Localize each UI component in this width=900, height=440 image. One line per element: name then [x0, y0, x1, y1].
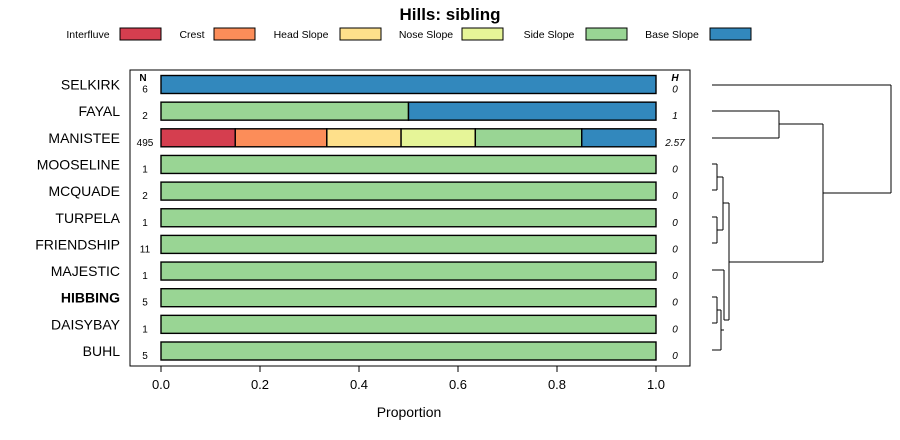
h-value: 0: [672, 351, 678, 362]
dendrogram: [712, 84, 892, 351]
bar-segment: [160, 181, 657, 201]
legend-label: Crest: [179, 29, 204, 41]
category-label: MCQUADE: [48, 183, 120, 199]
chart-title: Hills: sibling: [399, 5, 500, 24]
category-label: FAYAL: [78, 103, 120, 119]
n-value: 1: [142, 164, 148, 175]
legend-label: Interfluve: [66, 29, 109, 41]
x-tick-label: 1.0: [647, 377, 665, 392]
bar-segment: [160, 128, 236, 148]
n-value: 1: [142, 324, 148, 335]
h-column-header: H: [671, 73, 679, 84]
bar-segment: [160, 314, 657, 335]
legend-label: Side Slope: [524, 29, 575, 41]
legend-label: Nose Slope: [399, 29, 453, 41]
x-tick-label: 0.0: [152, 377, 170, 392]
legend: Interfluve Crest Head Slope Nose Slope Side …: [66, 27, 752, 41]
bar-segment: [160, 288, 657, 308]
n-value: 2: [142, 191, 148, 202]
h-value: 1: [672, 111, 678, 122]
category-label: FRIENDSHIP: [35, 236, 120, 252]
rows: SELKIRK 6 0 FAYAL 2 1 MANISTEE 495 2.57 MOOSELINE…: [35, 74, 685, 362]
h-value: 0: [672, 164, 678, 175]
n-value: 495: [137, 138, 154, 149]
h-value: 0: [672, 244, 678, 255]
bar-segment: [234, 128, 328, 148]
n-column-header: N: [139, 73, 146, 84]
bar-segment: [326, 128, 402, 148]
h-value: 0: [672, 324, 678, 335]
n-value: 5: [142, 298, 148, 309]
bar-segment: [474, 128, 583, 148]
plot-frame: [129, 69, 691, 367]
legend-label: Base Slope: [645, 29, 699, 41]
legend-swatch: [585, 27, 628, 41]
h-value: 0: [672, 85, 678, 96]
legend-swatch: [709, 27, 752, 41]
n-value: 2: [142, 111, 148, 122]
n-value: 1: [142, 271, 148, 282]
category-label: SELKIRK: [61, 77, 121, 93]
category-label: DAISYBAY: [51, 316, 121, 332]
bar-segment: [160, 208, 657, 228]
h-value: 0: [672, 191, 678, 202]
x-axis-title: Proportion: [377, 404, 442, 420]
h-value: 0: [672, 298, 678, 309]
bar-segment: [160, 261, 657, 281]
category-label: MANISTEE: [48, 130, 120, 146]
bar-segment: [407, 101, 657, 121]
h-value: 0: [672, 218, 678, 229]
category-label: HIBBING: [61, 290, 120, 306]
category-label: BUHL: [83, 343, 121, 359]
x-tick-label: 0.2: [251, 377, 269, 392]
x-tick-label: 0.4: [350, 377, 368, 392]
bar-segment: [400, 128, 477, 148]
legend-swatch: [339, 27, 382, 41]
n-value: 11: [140, 244, 151, 255]
legend-swatch: [213, 27, 256, 41]
bar-segment: [160, 234, 657, 255]
x-tick-label: 0.6: [449, 377, 467, 392]
legend-swatch: [119, 27, 162, 41]
n-value: 1: [142, 218, 148, 229]
n-value: 6: [142, 85, 148, 96]
bar-segment: [160, 341, 657, 361]
n-value: 5: [142, 351, 148, 362]
bar-segment: [160, 154, 657, 175]
h-value: 2.57: [664, 138, 685, 149]
legend-swatch: [461, 27, 504, 41]
x-tick-label: 0.8: [548, 377, 566, 392]
category-label: TURPELA: [55, 210, 120, 226]
bar-segment: [160, 101, 410, 121]
bar-segment: [160, 74, 657, 95]
x-axis: 0.0 0.2 0.4 0.6 0.8 1.0: [152, 366, 665, 392]
category-label: MOOSELINE: [37, 156, 120, 172]
legend-label: Head Slope: [274, 29, 329, 41]
h-value: 0: [672, 271, 678, 282]
category-label: MAJESTIC: [51, 263, 120, 279]
bar-segment: [581, 128, 657, 148]
